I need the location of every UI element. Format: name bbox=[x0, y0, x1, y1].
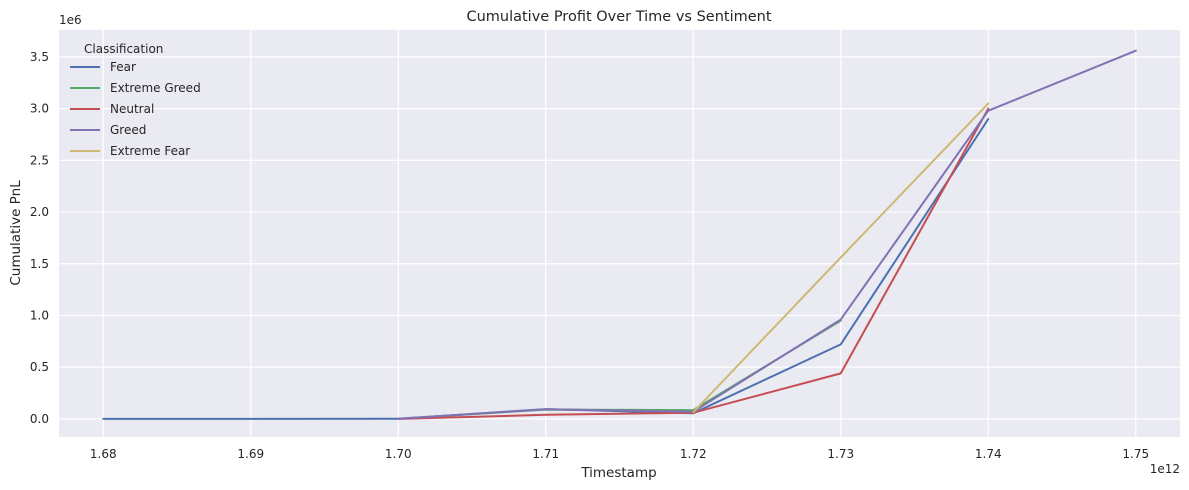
legend-items: Fear Extreme Greed Neutral Greed Extreme Fea… bbox=[70, 60, 201, 158]
legend-label-extreme-fear: Extreme Fear bbox=[110, 144, 190, 158]
x-tick-label: 1.73 bbox=[827, 447, 854, 461]
y-tick-label: 2.0 bbox=[30, 205, 49, 219]
x-tick-labels: 1.68 1.69 1.70 1.71 1.72 1.73 1.74 1.75 bbox=[90, 447, 1149, 461]
y-tick-label: 1.0 bbox=[30, 308, 49, 322]
x-tick-label: 1.71 bbox=[532, 447, 559, 461]
legend-label-greed: Greed bbox=[110, 123, 146, 137]
y-tick-label: 0.5 bbox=[30, 360, 49, 374]
legend-title: Classification bbox=[84, 42, 163, 56]
x-axis-title: Timestamp bbox=[580, 465, 656, 481]
gridlines bbox=[59, 30, 1180, 437]
series-line-extreme-fear bbox=[692, 102, 990, 414]
chart-title: Cumulative Profit Over Time vs Sentiment bbox=[466, 9, 771, 25]
x-tick-label: 1.70 bbox=[385, 447, 412, 461]
x-offset-label: 1e12 bbox=[1150, 462, 1180, 476]
x-tick-label: 1.75 bbox=[1122, 447, 1149, 461]
plot-background bbox=[59, 30, 1180, 437]
y-tick-label: 3.0 bbox=[30, 102, 49, 116]
x-tick-label: 1.72 bbox=[680, 447, 707, 461]
series-lines bbox=[102, 49, 1137, 420]
legend: Classification Fear Extreme Greed Neutral G… bbox=[70, 42, 201, 158]
legend-label-neutral: Neutral bbox=[110, 102, 154, 116]
series-line-greed bbox=[397, 49, 1137, 420]
y-tick-label: 1.5 bbox=[30, 257, 49, 271]
y-tick-label: 3.5 bbox=[30, 50, 49, 64]
x-tick-label: 1.74 bbox=[975, 447, 1002, 461]
y-tick-label: 0.0 bbox=[30, 412, 49, 426]
legend-label-extreme-greed: Extreme Greed bbox=[110, 81, 201, 95]
y-axis-title: Cumulative PnL bbox=[8, 180, 24, 286]
x-tick-label: 1.69 bbox=[237, 447, 264, 461]
y-tick-label: 2.5 bbox=[30, 153, 49, 167]
legend-label-fear: Fear bbox=[110, 60, 136, 74]
y-offset-label: 1e6 bbox=[59, 13, 82, 27]
y-tick-labels: 0.0 0.5 1.0 1.5 2.0 2.5 3.0 3.5 bbox=[30, 50, 49, 426]
x-tick-label: 1.68 bbox=[90, 447, 117, 461]
